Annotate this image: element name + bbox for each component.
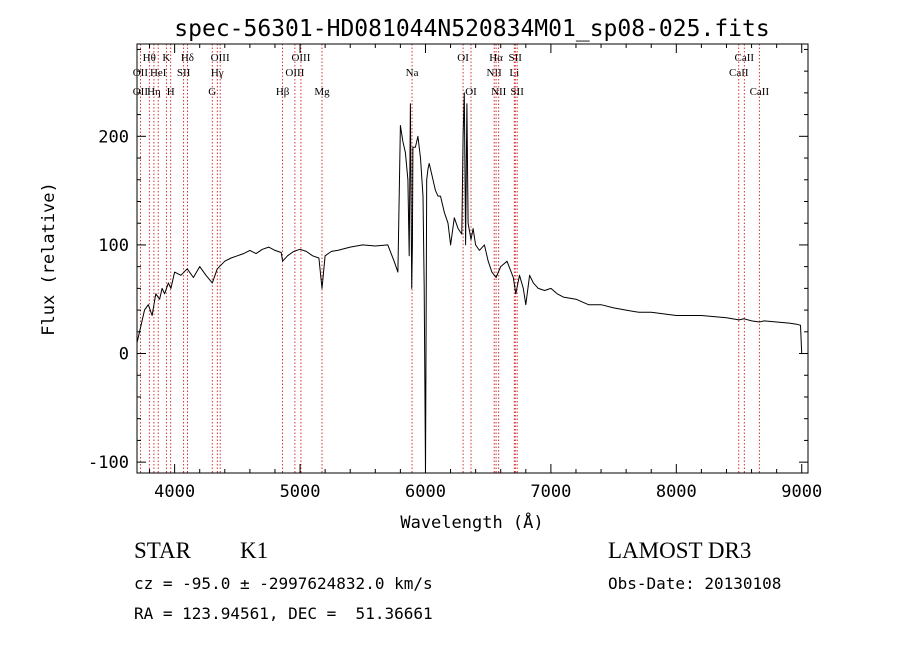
line-marker-label: Na [406, 67, 419, 79]
spectrum-line [136, 92, 803, 474]
x-tick-label: 6000 [405, 482, 446, 502]
y-tick-label: 0 [119, 345, 129, 365]
plot-frame [136, 43, 809, 474]
line-marker-label: Hγ [211, 67, 224, 79]
line-marker-label: NII [487, 67, 503, 79]
line-marker-label: CaII [750, 86, 770, 98]
observation-date: Obs-Date: 20130108 [608, 574, 782, 593]
line-marker-label: Hβ [276, 86, 290, 98]
line-marker-label: Hη [147, 86, 161, 98]
line-marker-label: Li [509, 67, 519, 79]
line-marker-label: SII [509, 52, 523, 64]
redshift-line: cz = -95.0 ± -2997624832.0 km/s [134, 574, 433, 593]
line-marker-label: NII [491, 86, 507, 98]
coordinates-line: RA = 123.94561, DEC = 51.36661 [134, 604, 433, 623]
line-marker-label: OIII [211, 52, 230, 64]
line-marker-label: OI [465, 86, 477, 98]
line-marker-label: Hδ [181, 52, 194, 64]
survey-name: LAMOST DR3 [608, 538, 752, 563]
x-tick-label: 5000 [280, 482, 321, 502]
y-tick-label: -100 [88, 453, 129, 473]
x-axis-label: Wavelength (Å) [400, 511, 543, 533]
x-tick-label: 7000 [530, 482, 571, 502]
line-marker-label: G [208, 86, 216, 98]
line-marker-label: OIII [285, 67, 304, 79]
axes: 4000 5000 6000 7000 8000 9000 -100 0 100 200 [88, 44, 822, 502]
line-marker-label: SII [510, 86, 524, 98]
x-tick-label: 9000 [781, 482, 822, 502]
y-axis-label: Flux (relative) [39, 182, 59, 336]
x-tick-label: 4000 [154, 482, 195, 502]
line-marker-label: HeI [150, 67, 167, 79]
line-marker-label: K [162, 52, 170, 64]
line-marker-label: Hα [489, 52, 503, 64]
object-subclass: K1 [240, 538, 269, 563]
line-marker-label: Mg [314, 86, 330, 98]
object-class: STAR [134, 538, 191, 563]
line-marker-label: Hθ [143, 52, 156, 64]
line-marker-label: OII [133, 67, 149, 79]
chart-title: spec-56301-HD081044N520834M01_sp08-025.f… [174, 16, 769, 42]
x-tick-label: 8000 [656, 482, 697, 502]
spectral-line-markers: OIIOIIHθHηHeIKHSIIHδGHγOIIIHβOIIIOIIIMgN… [133, 44, 770, 473]
line-marker-label: OII [133, 86, 149, 98]
line-marker-label: SII [177, 67, 191, 79]
y-tick-label: 200 [98, 127, 129, 147]
series-layer [136, 92, 803, 474]
y-tick-label: 100 [98, 236, 129, 256]
line-marker-label: OI [457, 52, 469, 64]
line-marker-label: CaII [735, 52, 755, 64]
line-marker-label: H [167, 86, 175, 98]
line-marker-label: CaII [729, 67, 749, 79]
line-marker-label: OIII [291, 52, 310, 64]
